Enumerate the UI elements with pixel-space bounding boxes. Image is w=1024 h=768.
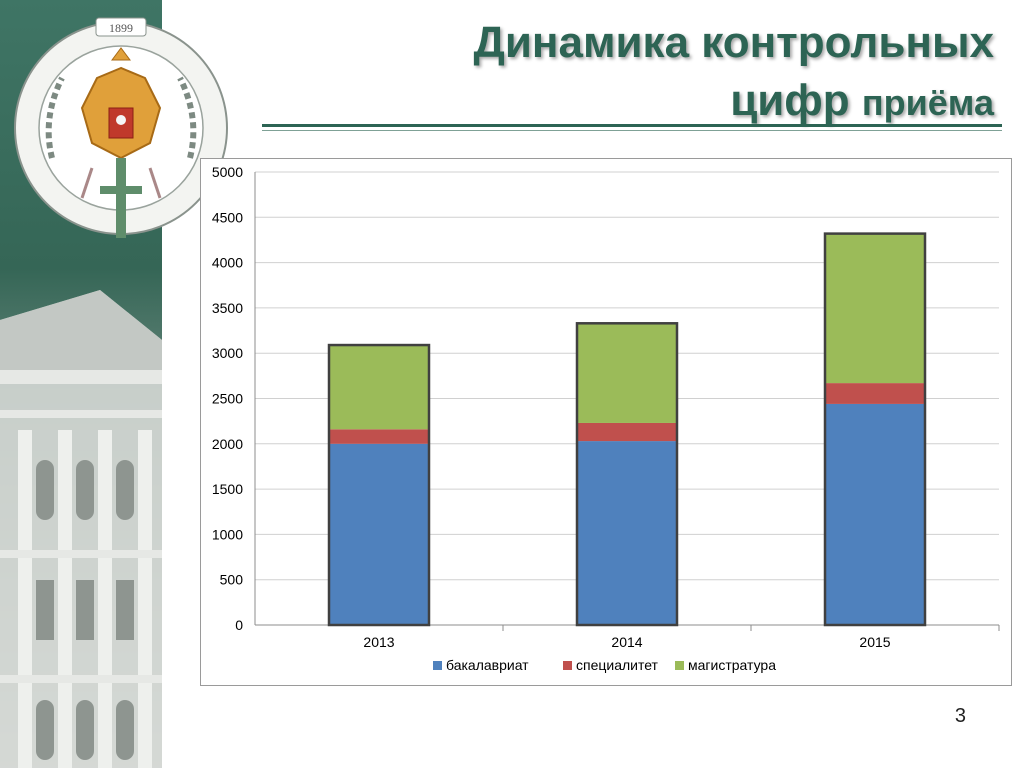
stacked-bar-chart: 0 500 1000 1500 2000 2500 3000 3500 4000 4500 5000… xyxy=(212,164,1000,673)
x-tick-label: 2013 xyxy=(363,634,394,650)
bar-segment-специалитет xyxy=(825,383,925,404)
legend-label: магистратура xyxy=(688,657,776,673)
slide-title: Динамика контрольных цифр приёма xyxy=(474,14,994,132)
bar-segment-специалитет xyxy=(329,429,429,444)
y-tick-label: 500 xyxy=(220,572,244,588)
x-tick-label: 2014 xyxy=(611,634,642,650)
y-tick-label: 4500 xyxy=(212,209,243,225)
building-facade-image xyxy=(0,290,162,768)
university-emblem-logo: 1899 xyxy=(14,17,228,238)
y-tick-label: 1000 xyxy=(212,526,243,542)
y-tick-label: 2500 xyxy=(212,391,243,407)
bar-segment-магистратура xyxy=(825,233,925,384)
legend-label: бакалавриат xyxy=(446,657,529,673)
bar-outline xyxy=(823,232,927,627)
title-divider-thick xyxy=(262,124,1002,127)
y-tick-label: 5000 xyxy=(212,164,243,180)
y-tick-label: 4000 xyxy=(212,255,243,271)
y-tick-label: 3500 xyxy=(212,300,243,316)
bar-outline xyxy=(327,343,431,627)
bar-segment-бакалавриат xyxy=(825,403,925,625)
bar-segment-магистратура xyxy=(329,345,429,430)
y-tick-label: 0 xyxy=(235,617,243,633)
legend-swatch-бакалавриат xyxy=(433,661,442,670)
title-line-2: цифр приёма xyxy=(474,72,994,132)
legend-swatch-специалитет xyxy=(563,661,572,670)
page-number: 3 xyxy=(954,705,966,727)
legend-label: специалитет xyxy=(576,657,659,673)
bar-outline xyxy=(575,322,679,627)
legend-swatch-магистратура xyxy=(675,661,684,670)
y-tick-label: 1500 xyxy=(212,481,243,497)
chart-frame: 0 500 1000 1500 2000 2500 3000 3500 4000 4500 5000… xyxy=(200,158,1012,686)
bar-segment-специалитет xyxy=(577,422,677,442)
title-line-2-small: приёма xyxy=(861,82,994,123)
y-tick-label: 2000 xyxy=(212,436,243,452)
title-divider-thin xyxy=(262,130,1002,131)
title-line-2-big: цифр xyxy=(730,76,850,125)
emblem-year: 1899 xyxy=(109,21,133,35)
y-tick-label: 3000 xyxy=(212,345,243,361)
bar-segment-бакалавриат xyxy=(329,443,429,625)
title-line-1: Динамика контрольных xyxy=(473,18,994,67)
bar-segment-бакалавриат xyxy=(577,441,677,625)
bar-segment-магистратура xyxy=(577,323,677,423)
x-tick-label: 2015 xyxy=(859,634,890,650)
